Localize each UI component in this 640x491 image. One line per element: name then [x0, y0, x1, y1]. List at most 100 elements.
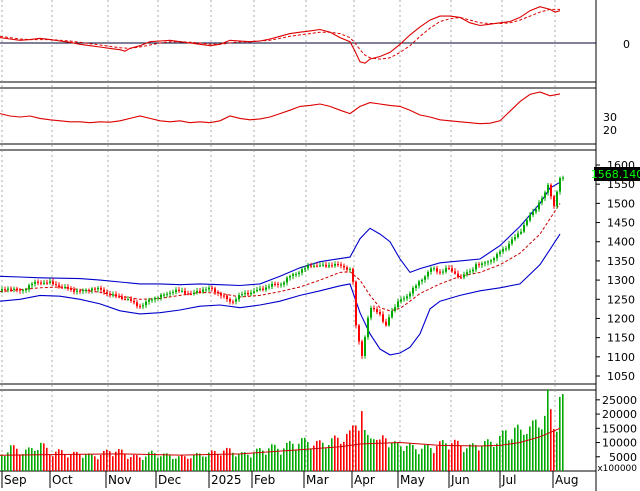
- volume-bar: [220, 455, 222, 471]
- candle: [91, 287, 93, 294]
- x-tick-Oct: Oct: [52, 473, 73, 487]
- candle: [358, 324, 360, 345]
- candle: [286, 276, 288, 286]
- candle: [88, 288, 90, 294]
- volume-bar: [94, 456, 96, 471]
- candle: [25, 287, 27, 293]
- volume-bar: [163, 453, 165, 471]
- volume-bar: [244, 452, 246, 471]
- candle: [391, 307, 393, 319]
- candle: [46, 279, 48, 285]
- volume-bar: [544, 415, 546, 471]
- volume-bar: [472, 443, 474, 471]
- candle: [124, 295, 126, 301]
- candle: [550, 183, 552, 200]
- candle: [328, 262, 330, 269]
- volume-tick-20000: 20000: [602, 408, 637, 421]
- candle: [319, 262, 321, 268]
- volume-bar: [46, 447, 48, 471]
- volume-bar: [49, 454, 51, 471]
- volume-bar: [280, 454, 282, 471]
- candle: [151, 297, 153, 303]
- volume-bar: [88, 453, 90, 471]
- volume-bar: [334, 435, 336, 471]
- candle: [526, 217, 528, 227]
- volume-unit-label: x100000: [597, 464, 637, 474]
- volume-bar: [208, 452, 210, 471]
- candle: [229, 297, 231, 305]
- volume-bar: [505, 430, 507, 471]
- candle: [142, 302, 144, 310]
- volume-bar: [370, 438, 372, 471]
- x-tick-Jun: Jun: [450, 473, 470, 487]
- rsi-line: [0, 91, 561, 125]
- volume-bar: [331, 438, 333, 471]
- candle: [4, 286, 6, 293]
- volume-bar: [523, 434, 525, 471]
- volume-bar: [232, 452, 234, 471]
- volume-bar: [475, 445, 477, 471]
- candle: [274, 281, 276, 287]
- volume-bar: [421, 448, 423, 471]
- volume-bar: [445, 443, 447, 471]
- candle: [490, 259, 492, 265]
- candle: [181, 287, 183, 293]
- volume-bar: [349, 430, 351, 471]
- volume-bar: [265, 454, 267, 471]
- candle: [49, 278, 51, 285]
- x-tick-May: May: [400, 473, 425, 487]
- candle: [433, 266, 435, 272]
- candle: [37, 279, 39, 286]
- volume-bars: [1, 389, 564, 471]
- volume-bar: [499, 436, 501, 471]
- price-tick-1350: 1350: [607, 255, 635, 268]
- volume-bar: [298, 443, 300, 471]
- price-tick-1450: 1450: [607, 217, 635, 230]
- x-tick-2025: 2025: [211, 473, 242, 487]
- volume-bar: [469, 444, 471, 471]
- volume-bar: [202, 456, 204, 471]
- volume-bar: [238, 453, 240, 471]
- volume-bar: [508, 440, 510, 471]
- volume-bar: [187, 458, 189, 471]
- volume-bar: [385, 438, 387, 471]
- volume-bar: [223, 450, 225, 471]
- volume-bar: [463, 452, 465, 471]
- macd-signal-line: [0, 8, 560, 60]
- volume-tick-15000: 15000: [602, 422, 637, 435]
- volume-bar: [538, 427, 540, 471]
- candle: [58, 282, 60, 289]
- volume-bar: [484, 441, 486, 471]
- volume-bar: [31, 448, 33, 471]
- candle: [154, 296, 156, 303]
- candle: [19, 288, 21, 294]
- volume-bar: [433, 453, 435, 471]
- volume-bar: [235, 456, 237, 471]
- candle: [385, 318, 387, 327]
- candle: [85, 288, 87, 294]
- volume-bar: [442, 440, 444, 471]
- candle: [52, 278, 54, 286]
- volume-bar: [379, 439, 381, 471]
- candle: [256, 286, 258, 293]
- candle: [310, 262, 312, 269]
- candle: [367, 315, 369, 340]
- candle: [202, 286, 204, 294]
- price-tick-1500: 1500: [607, 197, 635, 210]
- candle: [1, 286, 3, 293]
- candle: [382, 311, 384, 324]
- candle: [163, 292, 165, 298]
- volume-bar: [547, 389, 549, 471]
- volume-bar: [337, 437, 339, 471]
- candle: [103, 287, 105, 295]
- candlesticks: [1, 175, 564, 359]
- volume-bar: [112, 456, 114, 471]
- volume-bar: [184, 456, 186, 471]
- volume-bar: [439, 441, 441, 471]
- volume-bar: [355, 425, 357, 471]
- candle: [166, 291, 168, 298]
- candle: [244, 290, 246, 297]
- volume-bar: [79, 454, 81, 471]
- x-tick-Feb: Feb: [254, 473, 275, 487]
